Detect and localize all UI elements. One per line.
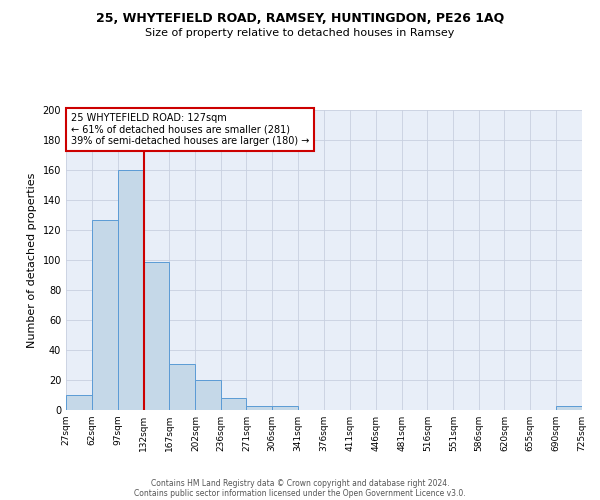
Text: 25 WHYTEFIELD ROAD: 127sqm
← 61% of detached houses are smaller (281)
39% of sem: 25 WHYTEFIELD ROAD: 127sqm ← 61% of deta… <box>71 113 310 146</box>
Text: Contains HM Land Registry data © Crown copyright and database right 2024.: Contains HM Land Registry data © Crown c… <box>151 478 449 488</box>
Text: 25, WHYTEFIELD ROAD, RAMSEY, HUNTINGDON, PE26 1AQ: 25, WHYTEFIELD ROAD, RAMSEY, HUNTINGDON,… <box>96 12 504 26</box>
Bar <box>118 170 143 410</box>
Bar <box>143 262 169 410</box>
Y-axis label: Number of detached properties: Number of detached properties <box>27 172 37 348</box>
Bar <box>92 220 118 410</box>
Bar <box>272 406 298 410</box>
Bar <box>169 364 196 410</box>
Bar <box>247 406 272 410</box>
Bar <box>221 398 247 410</box>
Bar <box>556 406 582 410</box>
Bar <box>66 395 92 410</box>
Bar <box>196 380 221 410</box>
Text: Contains public sector information licensed under the Open Government Licence v3: Contains public sector information licen… <box>134 488 466 498</box>
Text: Size of property relative to detached houses in Ramsey: Size of property relative to detached ho… <box>145 28 455 38</box>
